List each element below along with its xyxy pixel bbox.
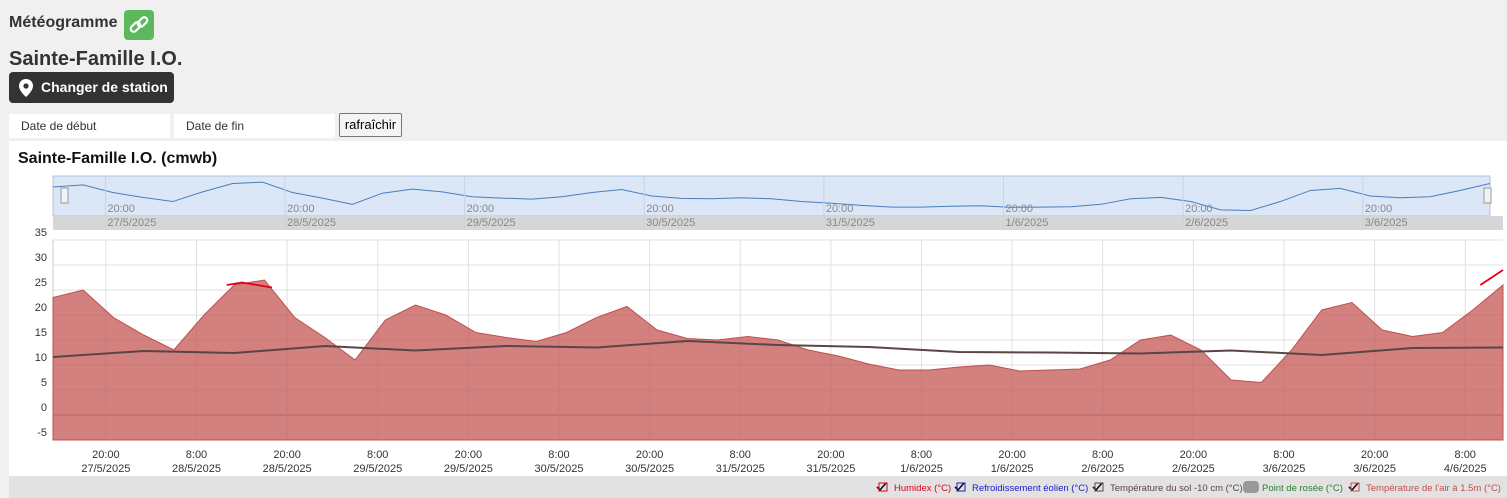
navigator-handle (60, 187, 69, 204)
line (226, 281, 273, 289)
y-tick-label: 5 (41, 377, 47, 389)
x-tick-label: 20:00 (455, 449, 483, 461)
navigator-tick-label: 20:00 (1006, 203, 1034, 215)
x-tick-label: 8:00 (1092, 449, 1113, 461)
x-tick-label: 1/6/2025 (900, 463, 943, 475)
x-tick-label: 8:00 (548, 449, 569, 461)
x-tick-label: 3/6/2025 (1263, 463, 1306, 475)
x-tick-label: 2/6/2025 (1172, 463, 1215, 475)
legend-check (876, 482, 887, 492)
navigator-tick-label: 20:00 (107, 203, 135, 215)
navigator-tick-label: 30/5/2025 (646, 217, 695, 229)
x-tick-label: 20:00 (92, 449, 120, 461)
legend-swatch[interactable] (956, 482, 966, 492)
page-title: Météogramme (9, 14, 118, 31)
navigator-line (52, 181, 1491, 212)
navigator-tick-label: 2/6/2025 (1185, 217, 1228, 229)
legend-label: Température de l'air à 1.5m (°C) (1366, 483, 1501, 494)
x-tick-label: 20:00 (817, 449, 845, 461)
legend-toggle (1243, 481, 1259, 493)
legend-check (954, 482, 965, 492)
x-tick-label: 1/6/2025 (991, 463, 1034, 475)
legend-swatch[interactable] (878, 482, 888, 492)
x-tick-label: 8:00 (1455, 449, 1476, 461)
navigator-tick-label: 27/5/2025 (107, 217, 156, 229)
navigator-tick-label: 20:00 (1365, 203, 1393, 215)
x-tick-label: 28/5/2025 (263, 463, 312, 475)
navigator-tick-label: 20:00 (646, 203, 674, 215)
x-tick-label: 29/5/2025 (444, 463, 493, 475)
button-label: Changer de station (41, 79, 168, 95)
navigator-tick-label: 31/5/2025 (826, 217, 875, 229)
area (52, 279, 1504, 441)
x-tick-label: 28/5/2025 (172, 463, 221, 475)
navigator-tick-label: 29/5/2025 (467, 217, 516, 229)
chart-title: Sainte-Famille I.O. (cmwb) (18, 150, 217, 167)
navigator-tick-label: 28/5/2025 (287, 217, 336, 229)
navigator-handle (1483, 187, 1492, 204)
change-station-button[interactable]: Changer de station (9, 72, 174, 103)
y-tick-label: 30 (35, 252, 47, 264)
x-tick-label: 29/5/2025 (353, 463, 402, 475)
link-glyph (129, 16, 149, 33)
x-tick-label: 20:00 (273, 449, 301, 461)
legend-label: Humidex (°C) (894, 483, 951, 494)
y-tick-label: -5 (37, 427, 47, 439)
navigator-tick-label: 20:00 (1185, 203, 1213, 215)
y-tick-label: 15 (35, 327, 47, 339)
navigator-scrollbar[interactable] (53, 216, 1503, 230)
navigator-tick-label: 20:00 (826, 203, 854, 215)
x-tick-label: 3/6/2025 (1353, 463, 1396, 475)
y-tick-label: 0 (41, 402, 47, 414)
x-tick-label: 30/5/2025 (535, 463, 584, 475)
x-tick-label: 8:00 (367, 449, 388, 461)
x-tick-label: 20:00 (998, 449, 1026, 461)
navigator-tick-label: 1/6/2025 (1006, 217, 1049, 229)
y-tick-label: 25 (35, 277, 47, 289)
x-tick-label: 8:00 (730, 449, 751, 461)
x-tick-label: 4/6/2025 (1444, 463, 1487, 475)
navigator-range[interactable] (52, 175, 1491, 217)
x-tick-label: 2/6/2025 (1081, 463, 1124, 475)
pin-icon (19, 79, 33, 97)
legend-check (1092, 482, 1103, 492)
x-tick-label: 8:00 (186, 449, 207, 461)
legend-check (1348, 482, 1359, 492)
x-tick-label: 20:00 (1180, 449, 1208, 461)
y-tick-label: 35 (35, 227, 47, 239)
start-date-input[interactable]: Date de début (9, 114, 170, 138)
x-tick-label: 8:00 (911, 449, 932, 461)
x-tick-label: 27/5/2025 (81, 463, 130, 475)
legend-label: Point de rosée (°C) (1262, 483, 1343, 494)
x-tick-label: 31/5/2025 (806, 463, 855, 475)
legend-swatch[interactable] (1094, 482, 1104, 492)
navigator-tick-label: 3/6/2025 (1365, 217, 1408, 229)
line (52, 339, 1504, 358)
legend-bar (9, 476, 1507, 498)
legend-label: Refroidissement éolien (°C) (972, 483, 1088, 494)
x-tick-label: 20:00 (1361, 449, 1389, 461)
station-name: Sainte-Famille I.O. (9, 48, 183, 70)
refresh-button[interactable]: rafraîchir (339, 113, 402, 137)
legend-swatch[interactable] (1350, 482, 1360, 492)
x-tick-label: 20:00 (636, 449, 664, 461)
navigator-tick-label: 20:00 (467, 203, 495, 215)
line (1479, 269, 1504, 286)
x-tick-label: 8:00 (1273, 449, 1294, 461)
y-tick-label: 20 (35, 302, 47, 314)
legend-label: Température du sol -10 cm (°C) (1110, 483, 1243, 494)
x-tick-label: 31/5/2025 (716, 463, 765, 475)
x-tick-label: 30/5/2025 (625, 463, 674, 475)
end-date-input[interactable]: Date de fin (174, 114, 335, 138)
y-tick-label: 10 (35, 352, 47, 364)
navigator-tick-label: 20:00 (287, 203, 315, 215)
link-icon[interactable] (124, 10, 154, 40)
